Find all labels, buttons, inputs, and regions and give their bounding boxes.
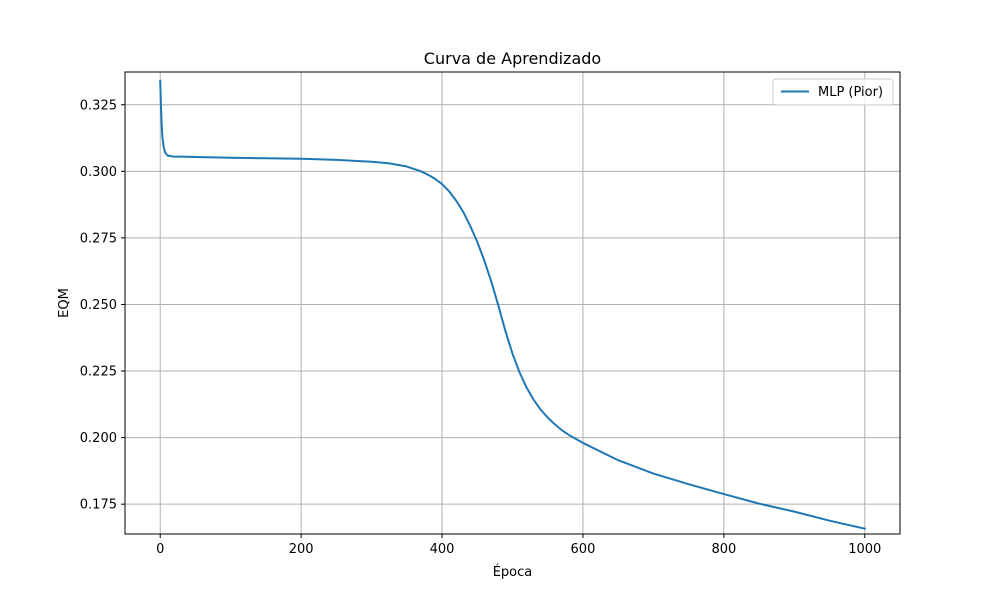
x-tick-label: 600 — [571, 542, 596, 557]
y-axis-label: EQM — [57, 288, 72, 318]
x-tick-label: 400 — [430, 542, 455, 557]
y-tick-label: 0.250 — [80, 298, 117, 313]
plot-frame — [124, 71, 901, 535]
x-axis-label: Época — [493, 564, 533, 580]
legend: MLP (Pior) — [772, 78, 894, 106]
grid — [125, 72, 900, 534]
legend-label-mlp-pior: MLP (Pior) — [818, 85, 883, 100]
x-tick-label: 1000 — [848, 542, 881, 557]
chart-title: Curva de Aprendizado — [424, 49, 601, 68]
y-tick-label: 0.275 — [80, 231, 117, 246]
y-tick-label: 0.175 — [80, 498, 117, 513]
y-tick-label: 0.325 — [80, 98, 117, 113]
y-tick-label: 0.200 — [80, 431, 117, 446]
x-tick-label: 800 — [711, 542, 736, 557]
legend-box — [772, 78, 894, 106]
ticks: 0 200 400 600 800 1000 0.175 0.200 0.225 0.250 0.2… — [80, 98, 882, 557]
series-layer — [159, 79, 866, 530]
x-tick-label: 200 — [289, 542, 314, 557]
series-line-mlp-pior — [159, 79, 866, 530]
y-tick-label: 0.300 — [80, 165, 117, 180]
y-tick-label: 0.225 — [80, 365, 117, 380]
x-tick-label: 0 — [156, 542, 164, 557]
